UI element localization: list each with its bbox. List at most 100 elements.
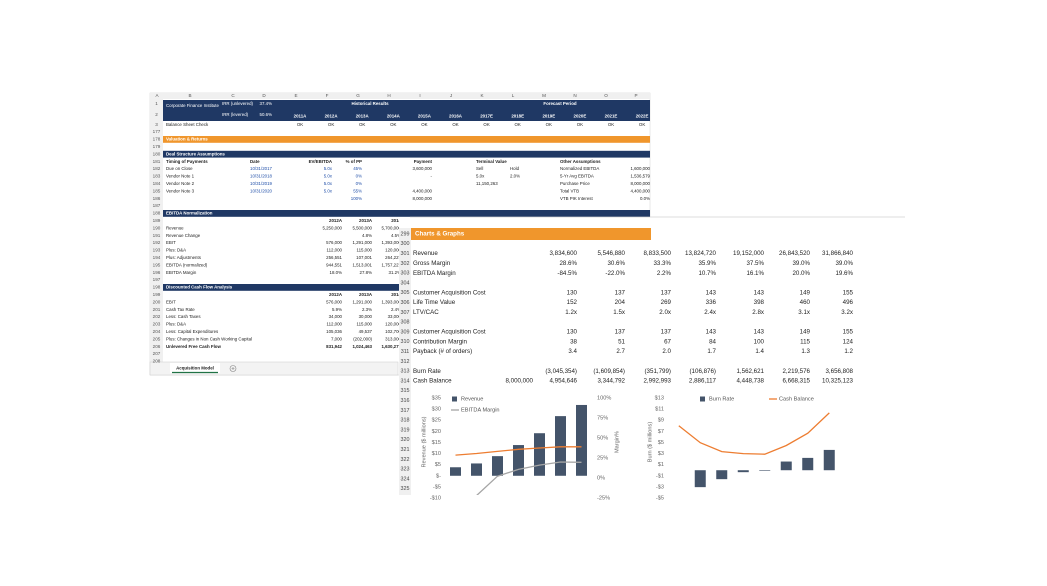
row-number: 311: [401, 349, 410, 355]
value-cell: 2014: [391, 292, 401, 297]
y-tick-label: -$5: [656, 495, 664, 501]
row-number: 312: [401, 359, 410, 365]
value-cell: 8,833,500: [643, 250, 671, 257]
value-cell: 1.7: [707, 348, 716, 355]
y-tick-label: $30: [432, 407, 441, 413]
year-header: 2011A: [294, 114, 308, 119]
company-name: Corporate Finance Institute: [166, 103, 220, 108]
value-cell: 2.4x: [704, 309, 717, 316]
row-number: 305: [401, 290, 410, 296]
row-number: 180: [153, 151, 161, 156]
value-cell: 5,700,000: [381, 225, 401, 230]
year-header: 2016A: [449, 114, 463, 119]
payment-cell: Payment: [414, 159, 433, 164]
value-cell: 30.6%: [607, 260, 625, 267]
row-number: 323: [401, 467, 410, 473]
value-cell: 269: [661, 299, 672, 306]
value-cell: 2.3%: [362, 307, 372, 312]
year-header: 2013A: [356, 114, 370, 119]
row-label: Less: Cash Taxes: [166, 314, 201, 319]
bar: [471, 463, 482, 476]
value-cell: 34,000: [329, 314, 343, 319]
value-cell: -84.5%: [557, 270, 577, 277]
value-cell: 31,866,840: [822, 250, 854, 257]
value-cell: 20.0%: [792, 270, 810, 277]
value-cell: 137: [661, 289, 672, 296]
period-label: Historical Results: [351, 101, 389, 106]
row-number: 200: [153, 299, 161, 304]
sheet-background: [399, 217, 905, 495]
line: [678, 412, 830, 455]
check-value: OK: [483, 122, 489, 127]
value-cell: 4.8%: [362, 233, 372, 238]
value-cell: 10.7%: [698, 270, 716, 277]
row-number: 204: [153, 329, 161, 334]
sheet-tab-label: Acquisition Model: [176, 366, 214, 371]
row-number: 321: [401, 447, 410, 453]
value-cell: 33.3%: [653, 260, 671, 267]
row-number: 208: [153, 359, 161, 364]
share-cell: 55%: [353, 188, 362, 193]
check-value: OK: [421, 122, 427, 127]
y-tick-label: $5: [658, 440, 664, 446]
column-letter: N: [573, 93, 576, 98]
value-cell: 2013A: [359, 292, 373, 297]
legend-label: Burn Rate: [709, 396, 734, 402]
value-cell: 149: [800, 289, 811, 296]
value-cell: 831,942: [326, 344, 342, 349]
check-value: OK: [546, 122, 552, 127]
value-cell: 137: [661, 329, 672, 336]
value-cell: 1,562,621: [736, 368, 764, 375]
opening-balance: 8,000,000: [505, 378, 533, 385]
row-label: Cash Tax Rate: [166, 307, 195, 312]
assumption-label: Total VTB: [560, 188, 579, 193]
row-number: 207: [153, 351, 161, 356]
row-header-bar: [399, 228, 411, 495]
value-cell: 27.8%: [360, 270, 373, 275]
year-header: 2020E: [574, 114, 587, 119]
sheet-tab[interactable]: [170, 363, 220, 373]
row-label: Due on Close: [166, 166, 193, 171]
row-number: 324: [401, 476, 410, 482]
section-title: Discounted Cash Flow Analysis: [166, 285, 233, 290]
row-number: 1: [155, 101, 158, 106]
y-axis-title: Revenue ($ millions): [421, 416, 427, 467]
value-cell: 2,219,576: [782, 368, 810, 375]
add-sheet-button[interactable]: [229, 365, 237, 372]
date-cell: 10/31/2019: [250, 181, 273, 186]
row-number: 301: [401, 251, 410, 257]
column-letter: M: [542, 93, 546, 98]
y-tick-label: $1: [658, 462, 664, 468]
share-cell: 0%: [356, 181, 362, 186]
value-cell: -22.0%: [605, 270, 625, 277]
value-cell: 1,630,277: [381, 344, 401, 349]
row-number: 197: [153, 277, 161, 282]
row-number: 199: [153, 292, 161, 297]
column-letter: H: [387, 93, 390, 98]
bar: [737, 470, 749, 473]
row-number: 185: [153, 188, 161, 193]
value-cell: 2.8x: [752, 309, 765, 316]
check-value: OK: [608, 122, 614, 127]
section-band: [163, 150, 650, 158]
y2-tick-label: -25%: [597, 495, 610, 501]
value-cell: 5.9%: [332, 307, 342, 312]
row-number: 196: [153, 270, 161, 275]
year-header: 2014A: [387, 114, 401, 119]
y-tick-label: $7: [658, 429, 664, 435]
row-number: 179: [153, 144, 161, 149]
value-cell: 49,537: [359, 329, 373, 334]
year-header: 2012A: [325, 114, 339, 119]
chart: $13 $11 $9 $7 $5 $3 $1 -$1 -$3 -$5 Burn ($ million…: [647, 395, 835, 501]
y2-tick-label: 25%: [597, 455, 608, 461]
legend-swatch: [700, 396, 705, 402]
row-label: Vendor Note 3: [166, 188, 195, 193]
period-label: Forecast Period: [543, 101, 577, 106]
row-number: 306: [401, 300, 410, 306]
irr-label: IRR (unlevered): [222, 101, 254, 106]
bar: [555, 416, 566, 476]
year-header: 2015A: [418, 114, 432, 119]
y-tick-label: $9: [658, 418, 664, 424]
row-number: 313: [401, 369, 410, 375]
